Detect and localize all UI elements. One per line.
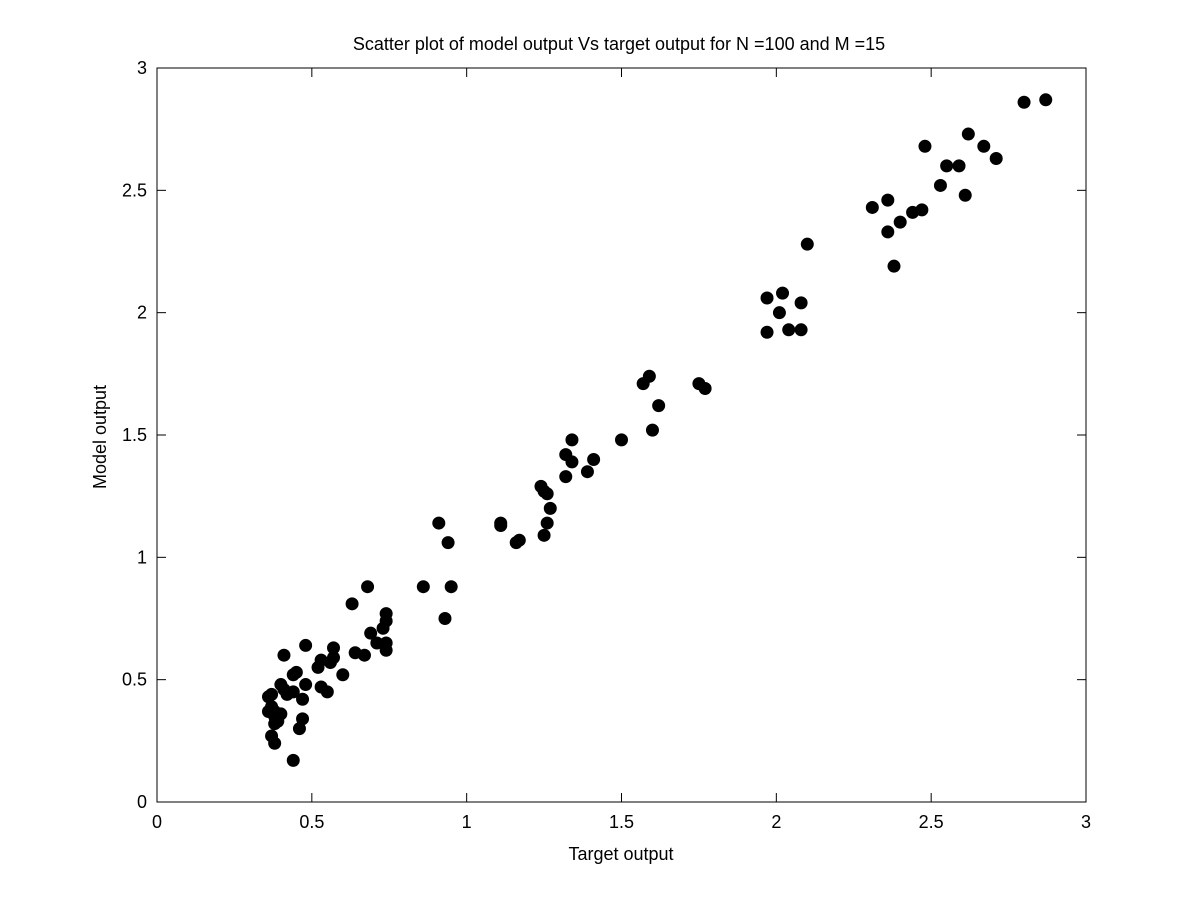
scatter-point [1017, 95, 1031, 109]
scatter-point [940, 159, 954, 173]
scatter-point [441, 536, 455, 550]
scatter-point [299, 638, 313, 652]
scatter-point [794, 323, 808, 337]
scatter-point [800, 237, 814, 251]
scatter-point [432, 516, 446, 530]
scatter-point [776, 286, 790, 300]
x-tick-label: 0.5 [299, 812, 324, 832]
scatter-point [540, 516, 554, 530]
y-tick-label: 2.5 [122, 180, 147, 200]
scatter-point [379, 643, 393, 657]
x-tick-label: 2.5 [919, 812, 944, 832]
scatter-point [760, 291, 774, 305]
x-tick-label: 1 [462, 812, 472, 832]
scatter-point [296, 692, 310, 706]
scatter-point [327, 651, 341, 665]
scatter-point [642, 369, 656, 383]
scatter-point [952, 159, 966, 173]
scatter-markers [261, 93, 1053, 767]
scatter-point [543, 501, 557, 515]
x-axis: 0 0.5 1 1.5 2 2.5 3 [152, 68, 1091, 832]
x-tick-label: 2 [771, 812, 781, 832]
chart-title: Scatter plot of model output Vs target o… [353, 34, 885, 54]
scatter-point [961, 127, 975, 141]
scatter-point [364, 626, 378, 640]
scatter-point [989, 152, 1003, 166]
scatter-point [587, 452, 601, 466]
scatter-point [379, 614, 393, 628]
y-tick-label: 3 [137, 58, 147, 78]
x-axis-label: Target output [568, 844, 673, 864]
y-tick-label: 1 [137, 547, 147, 567]
scatter-point [289, 665, 303, 679]
scatter-point [652, 399, 666, 413]
x-tick-label: 0 [152, 812, 162, 832]
x-tick-label: 3 [1081, 812, 1091, 832]
scatter-point [893, 215, 907, 229]
scatter-point [296, 712, 310, 726]
scatter-point [268, 736, 282, 750]
scatter-point [357, 648, 371, 662]
x-tick-label: 1.5 [609, 812, 634, 832]
scatter-point [345, 597, 359, 611]
scatter-point [887, 259, 901, 273]
scatter-point [299, 678, 313, 692]
scatter-point [772, 306, 786, 320]
scatter-point [438, 612, 452, 625]
scatter-point [977, 139, 991, 153]
y-tick-label: 0 [137, 792, 147, 812]
scatter-point [580, 465, 594, 479]
scatter-point [933, 178, 947, 192]
y-tick-label: 2 [137, 303, 147, 323]
scatter-point [559, 470, 573, 484]
scatter-point [565, 455, 579, 469]
scatter-point [416, 580, 430, 594]
scatter-point [277, 648, 291, 662]
scatter-point [265, 687, 279, 701]
scatter-point [698, 382, 712, 396]
y-tick-label: 1.5 [122, 425, 147, 445]
scatter-point [782, 323, 796, 337]
scatter-point [645, 423, 659, 437]
scatter-point [494, 519, 508, 533]
scatter-point [512, 533, 526, 547]
scatter-point [565, 433, 579, 447]
scatter-point [274, 707, 288, 721]
scatter-point [540, 487, 554, 501]
scatter-point [320, 685, 334, 699]
y-tick-label: 0.5 [122, 670, 147, 690]
y-axis-label: Model output [90, 385, 110, 489]
scatter-point [336, 668, 350, 682]
scatter-point [760, 325, 774, 339]
scatter-point [958, 188, 972, 202]
scatter-point [881, 193, 895, 207]
y-axis: 0 0.5 1 1.5 2 2.5 3 [122, 58, 1086, 812]
scatter-point [537, 528, 551, 542]
scatter-point [865, 200, 879, 214]
scatter-point [794, 296, 808, 310]
scatter-point [918, 139, 932, 153]
scatter-point [286, 753, 300, 767]
scatter-point [444, 580, 458, 594]
scatter-point [286, 685, 300, 699]
scatter-point [1039, 93, 1053, 107]
scatter-point [881, 225, 895, 239]
scatter-point [361, 580, 375, 594]
scatter-point [915, 203, 929, 217]
scatter-point [615, 433, 628, 447]
